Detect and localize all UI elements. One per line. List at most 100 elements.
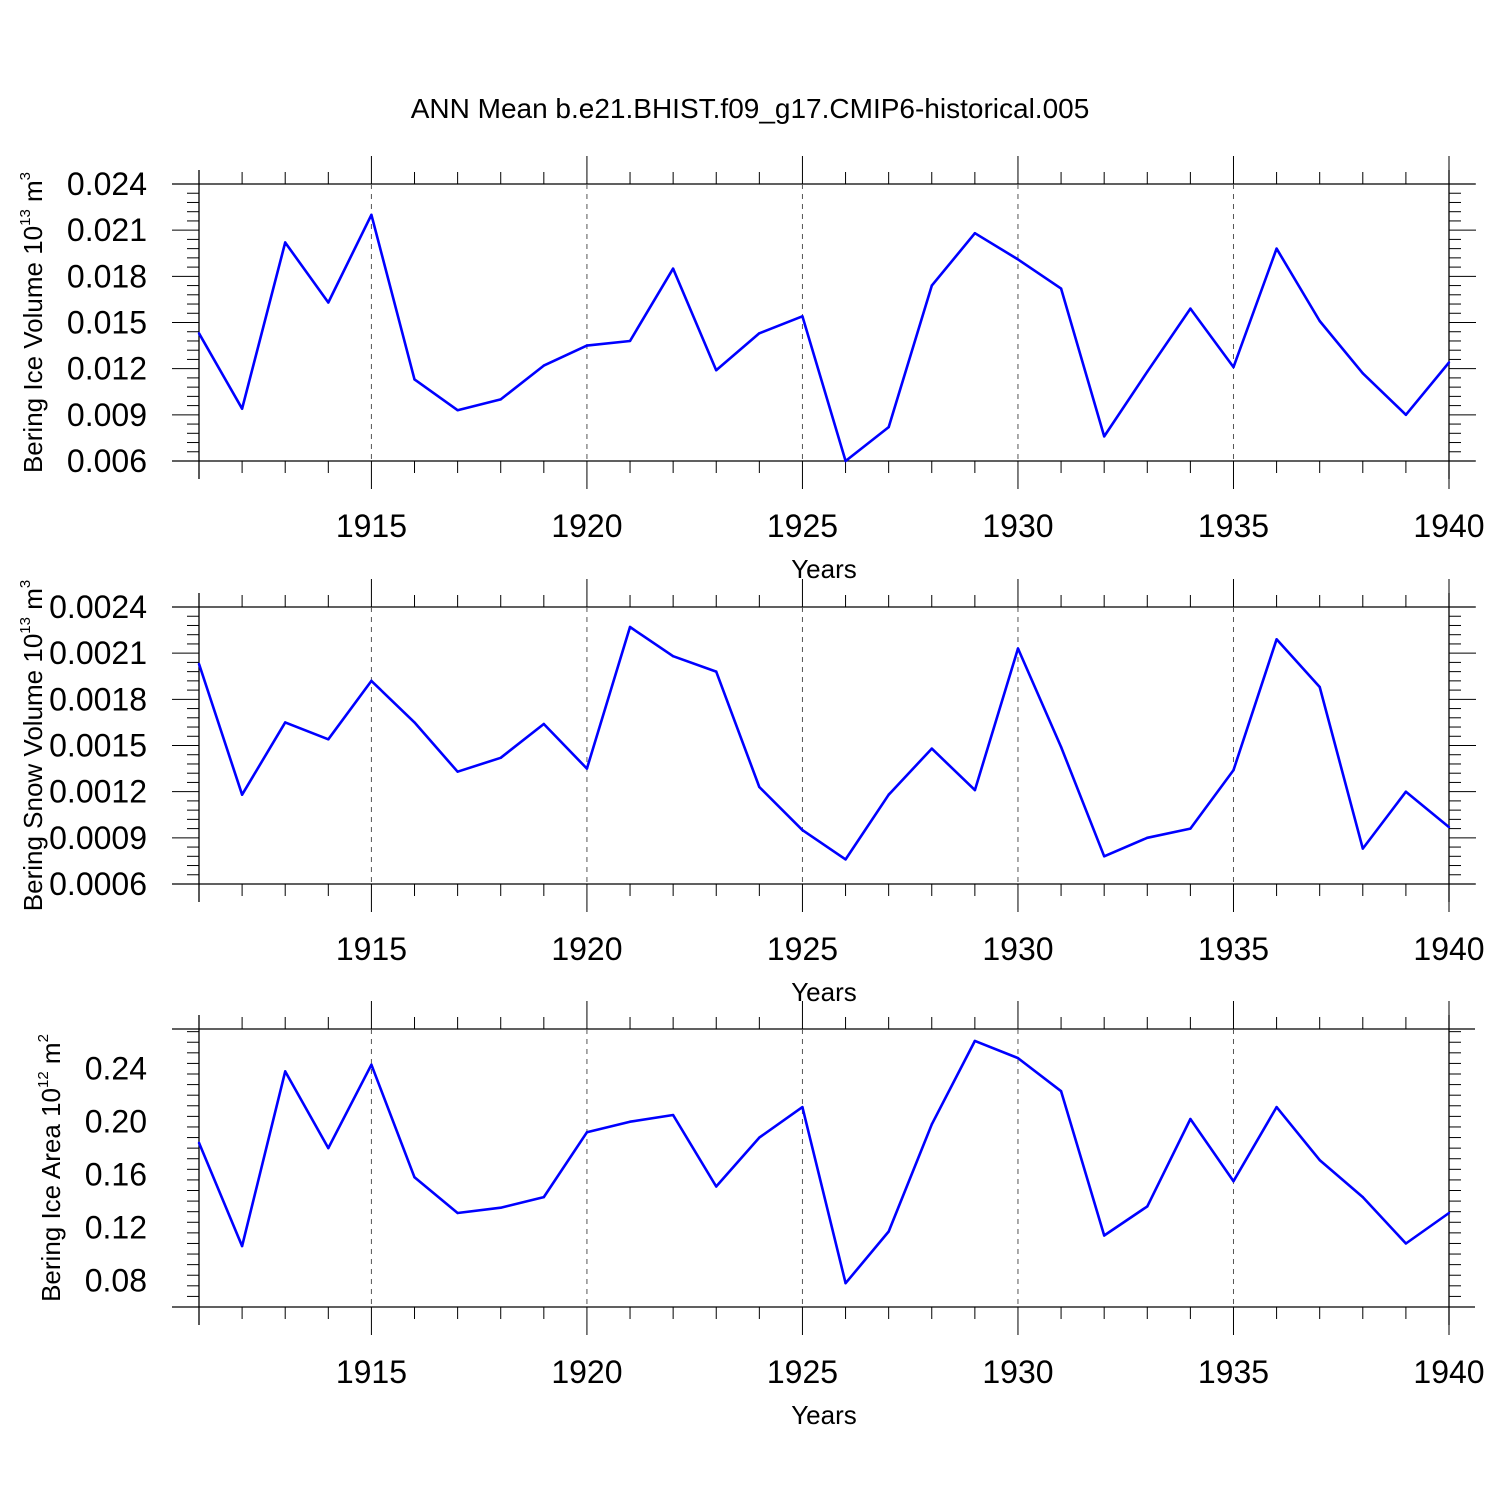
data-point [930,1123,933,1126]
data-point [1275,1105,1278,1109]
data-point [284,721,287,724]
y-axis-label: Bering Ice Area 1012 m2 [35,1034,66,1302]
x-tick-label: 1940 [1413,1354,1484,1390]
x-tick-label: 1915 [336,508,407,544]
data-point [930,747,933,750]
y-tick-label: 0.0006 [49,866,147,902]
data-point [1059,745,1063,749]
y-tick-label: 0.0012 [49,774,147,810]
data-point [327,738,330,741]
y-tick-label: 0.0021 [49,635,147,671]
data-point [1189,1117,1192,1121]
y-tick-label: 0.24 [85,1051,147,1087]
y-axis-label: Bering Snow Volume 1013 m3 [17,580,48,911]
y-tick-label: 0.12 [85,1210,147,1246]
data-point [585,1131,589,1134]
data-point [844,459,847,463]
data-point [801,315,804,318]
x-tick-label: 1920 [551,931,622,967]
data-point [240,407,244,410]
data-point [542,722,546,726]
data-point [671,1113,675,1117]
data-point [1102,435,1106,438]
data-point [1404,413,1408,417]
data-point [585,344,589,347]
y-tick-label: 0.0015 [49,728,147,764]
x-tick-label: 1925 [767,1354,838,1390]
x-tick-label: 1930 [982,931,1053,967]
data-point [715,670,718,673]
data-point [1404,1242,1408,1245]
x-tick-label: 1925 [767,508,838,544]
panel-1: 1915 1920 1925 1930 1935 1940 Years 0.006 0.009 0… [17,156,1485,584]
data-point [1361,847,1364,850]
data-point [1318,685,1321,689]
y-tick-label: 0.012 [67,351,147,387]
series-line [197,625,1450,861]
x-tick-label: 1940 [1413,508,1484,544]
x-axis-label: Years [791,1400,857,1430]
x-axis-label: Years [791,554,857,584]
data-point [499,1206,502,1209]
x-tick-label: 1925 [767,931,838,967]
data-point [1447,361,1451,364]
data-point [456,409,459,412]
data-point [1447,825,1451,829]
data-point [240,793,244,796]
series-line [197,1039,1450,1285]
data-point [973,1039,977,1043]
data-point [1318,1158,1321,1162]
y-tick-label: 0.024 [67,166,147,202]
data-point [671,267,675,270]
x-tick-label: 1935 [1198,508,1269,544]
data-point [456,1211,459,1215]
data-point [327,301,330,304]
data-point [327,1146,330,1150]
data-point [1232,768,1235,772]
data-point [1146,836,1149,840]
data-point [499,756,502,760]
data-point [370,679,373,683]
data-point [887,425,890,429]
y-tick-label: 0.20 [85,1104,147,1140]
x-tick-label: 1935 [1198,1354,1269,1390]
data-point [1146,1205,1149,1208]
data-point [1189,827,1192,830]
y-tick-label: 0.08 [85,1263,147,1299]
data-point [628,339,632,343]
panel-3: 1915 1920 1925 1930 1935 1940 Years 0.08 0.12 0.1… [35,1001,1485,1430]
data-point [1059,287,1063,290]
x-tick-label: 1915 [336,931,407,967]
data-point [1275,247,1278,250]
data-point [370,1063,373,1066]
x-tick-label: 1920 [551,508,622,544]
y-tick-label: 0.021 [67,212,147,248]
y-tick-label: 0.0024 [49,589,147,625]
data-point [456,770,459,773]
x-axis-label: Years [791,977,857,1007]
data-point [715,1185,718,1188]
data-point [1361,372,1364,375]
data-point [1102,1234,1106,1237]
data-point [1016,258,1020,261]
data-point [801,1105,804,1109]
data-point [1318,319,1321,323]
data-point [758,332,761,335]
data-point [240,1244,244,1248]
data-point [542,364,546,367]
data-point [284,241,287,244]
data-point [973,232,977,235]
panel-2: 1915 1920 1925 1930 1935 1940 Years 0.0006 0.000… [17,579,1485,1007]
data-point [284,1070,287,1073]
data-point [499,398,502,401]
y-tick-label: 0.0009 [49,820,147,856]
panels: 1915 1920 1925 1930 1935 1940 Years 0.006 0.009 0… [17,156,1485,1430]
data-point [1016,647,1020,650]
data-point [844,1281,847,1285]
data-point [628,625,632,629]
data-point [542,1195,546,1199]
figure-title: ANN Mean b.e21.BHIST.f09_g17.CMIP6-histo… [411,93,1090,124]
x-tick-label: 1930 [982,1354,1053,1390]
data-point [887,793,890,796]
